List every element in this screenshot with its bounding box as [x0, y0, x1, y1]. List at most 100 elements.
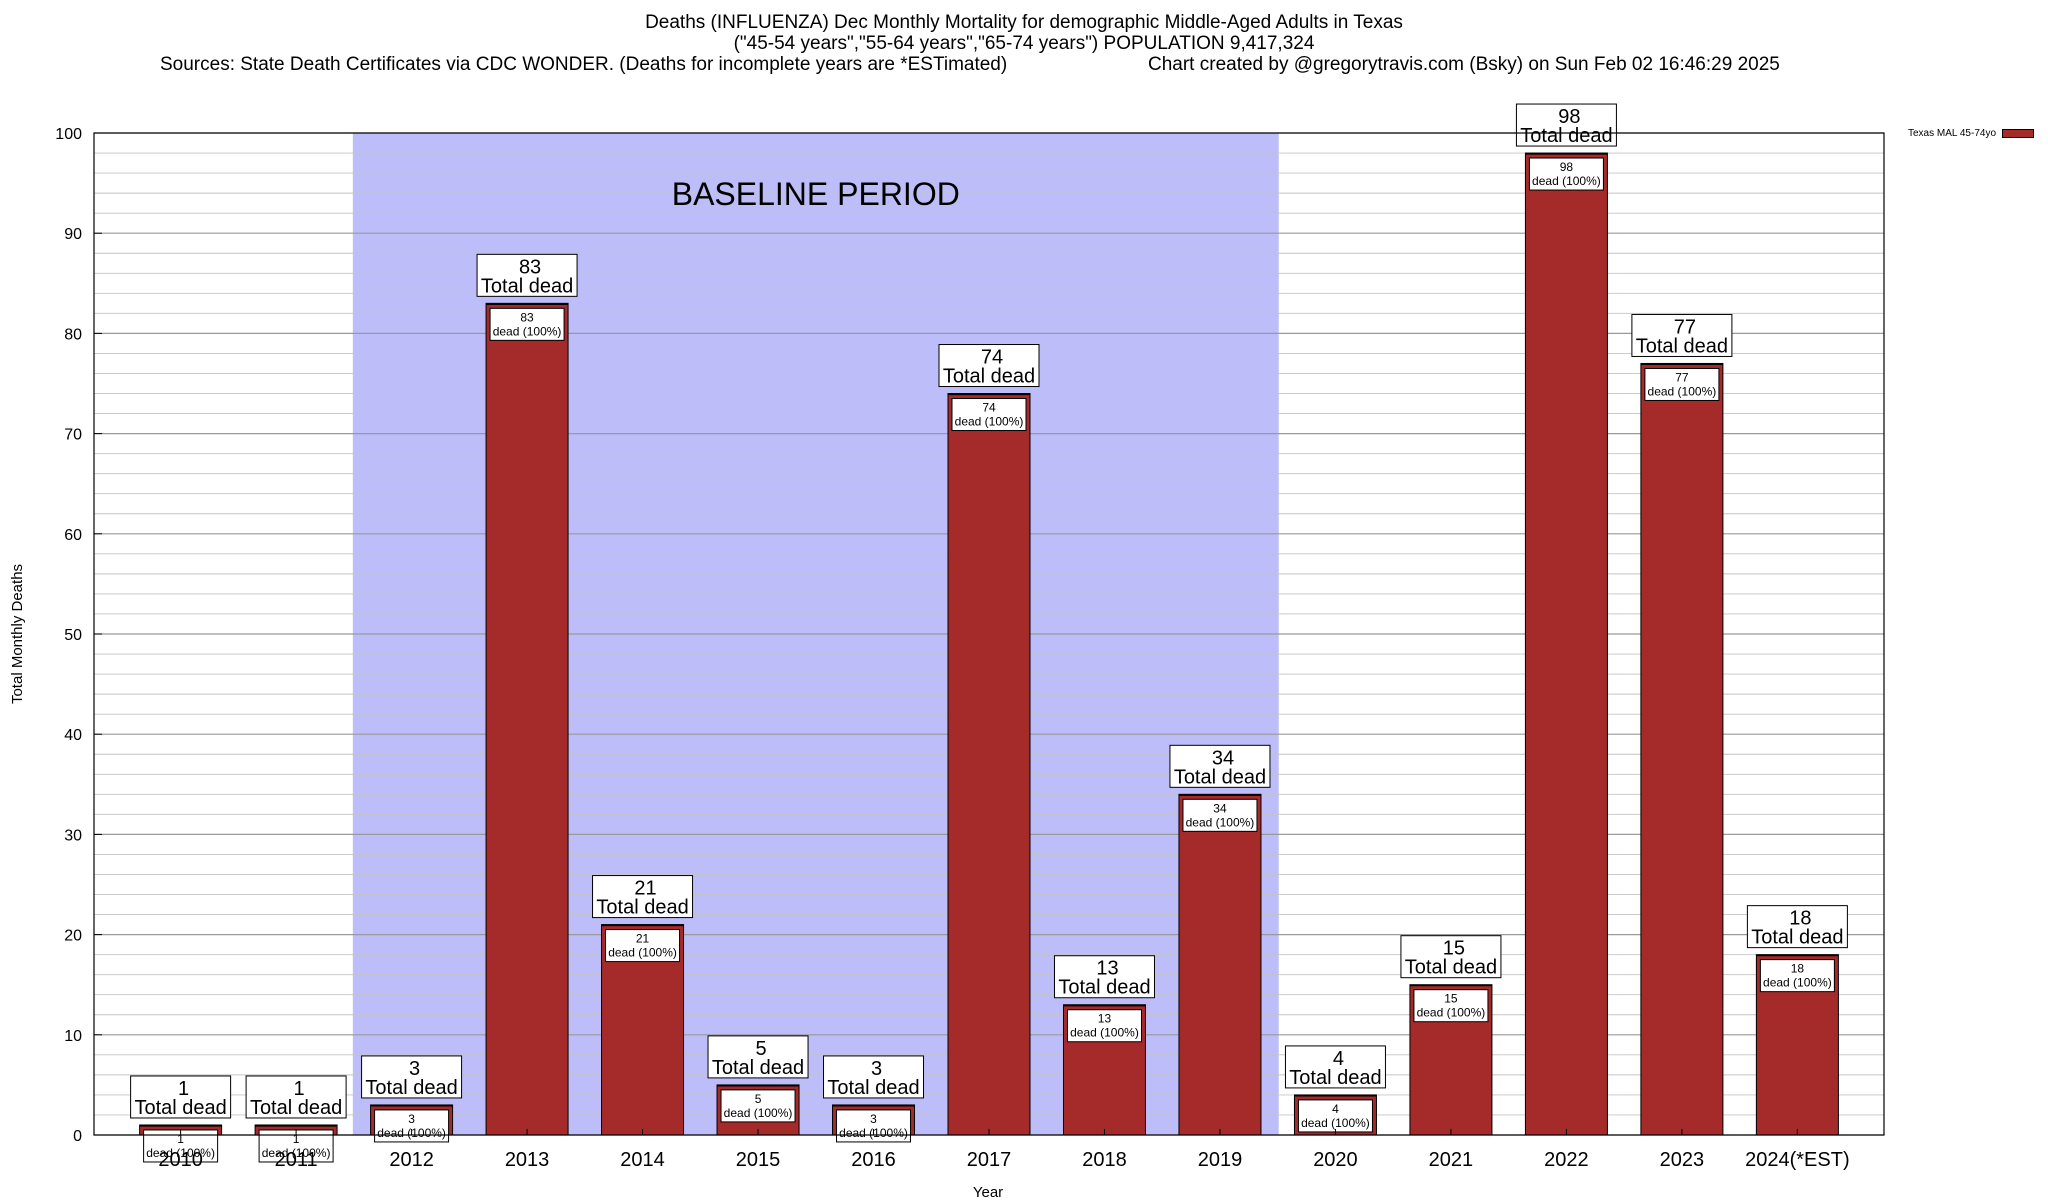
bar-top-label-box [245, 1075, 347, 1119]
bar-top-value: 83 [519, 256, 541, 278]
bar-inner-value: 1 [177, 1132, 184, 1146]
x-tick-label: 2018 [1082, 1149, 1127, 1171]
bar-top-suffix: Total dead [712, 1057, 804, 1079]
bar-top-label-box [1284, 1045, 1386, 1089]
bar-inner-value: 3 [870, 1112, 877, 1126]
legend-label: Texas MAL 45-74yo [1908, 128, 1997, 139]
bar-inner-value: 3 [408, 1112, 415, 1126]
bar-inner-value: 74 [982, 401, 996, 415]
bar-inner-label-box [374, 1109, 450, 1143]
title-line-1: Deaths (INFLUENZA) Dec Monthly Mortality… [645, 12, 1403, 33]
bar-inner-label-box [951, 398, 1027, 432]
bar-top-suffix: Total dead [596, 897, 688, 919]
bar-inner-suffix: dead (100%) [1648, 384, 1717, 398]
title-source: Sources: State Death Certificates via CD… [160, 54, 1008, 75]
bar-inner-suffix: dead (100%) [493, 324, 562, 338]
bar-inner-value: 34 [1213, 801, 1227, 815]
bar-top-label-box [1515, 103, 1617, 147]
bar-top-suffix: Total dead [250, 1097, 342, 1119]
bar-top-value: 77 [1674, 316, 1696, 338]
bar-inner-value: 98 [1560, 160, 1574, 174]
y-tick-label: 20 [64, 928, 82, 945]
bar-top-value: 21 [634, 878, 656, 900]
bar-inner-value: 4 [1332, 1102, 1339, 1116]
bar-inner-value: 15 [1444, 992, 1458, 1006]
bar-top-suffix: Total dead [365, 1077, 457, 1099]
bar [1524, 152, 1608, 1136]
y-axis-title: Total Monthly Deaths [9, 564, 26, 704]
bar-inner-value: 21 [636, 932, 650, 946]
x-tick-label: 2023 [1660, 1149, 1705, 1171]
bar-top-value: 74 [981, 347, 1003, 369]
bar-top-label-box [1746, 905, 1848, 949]
bar-top-suffix: Total dead [1289, 1067, 1381, 1089]
bar [1640, 362, 1724, 1136]
bar-top-label-box [1400, 935, 1502, 979]
bar-inner-label-box [1528, 157, 1604, 191]
bar-inner-value: 5 [755, 1092, 762, 1106]
bar [485, 302, 569, 1136]
bar-top-suffix: Total dead [943, 366, 1035, 388]
x-tick-label: 2015 [736, 1149, 781, 1171]
bar-inner-suffix: dead (100%) [1186, 815, 1255, 829]
y-tick-label: 90 [64, 226, 82, 243]
x-tick-label: 2011 [275, 1149, 318, 1171]
bar-inner-label-box [1182, 798, 1258, 832]
bar-inner-suffix: dead (100%) [262, 1146, 331, 1160]
y-tick-label: 70 [64, 427, 82, 444]
bar-inner-suffix: dead (100%) [1417, 1006, 1486, 1020]
y-tick-label: 60 [64, 527, 82, 544]
bar-inner-label-box [720, 1089, 796, 1123]
bar-inner-value: 1 [293, 1132, 300, 1146]
bar-top-suffix: Total dead [1058, 977, 1150, 999]
x-axis-title: Year [973, 1184, 1003, 1200]
bar-inner-label-box [1644, 367, 1720, 401]
bar-inner-suffix: dead (100%) [1301, 1116, 1370, 1130]
bar-inner-suffix: dead (100%) [1763, 976, 1832, 990]
bar-inner-suffix: dead (100%) [724, 1106, 793, 1120]
bar-top-value: 1 [178, 1078, 189, 1100]
bar-inner-value: 77 [1675, 370, 1689, 384]
x-tick-label: 2013 [505, 1149, 550, 1171]
x-tick-label: 2016 [851, 1149, 896, 1171]
bar-inner-label-box [1759, 959, 1835, 993]
bar-top-suffix: Total dead [481, 275, 573, 297]
bar-top-suffix: Total dead [1751, 927, 1843, 949]
bar-inner-suffix: dead (100%) [1532, 174, 1601, 188]
bar [1178, 793, 1262, 1136]
baseline-label: BASELINE PERIOD [672, 176, 960, 212]
y-tick-label: 50 [64, 627, 82, 644]
bar-top-value: 98 [1558, 106, 1580, 128]
bar-inner-value: 18 [1791, 962, 1805, 976]
bar-top-label-box [938, 344, 1040, 388]
bar-inner-label-box [489, 307, 565, 341]
bar-top-value: 3 [409, 1058, 420, 1080]
bar-top-value: 18 [1789, 908, 1811, 930]
x-tick-label: 2012 [389, 1149, 434, 1171]
bar-top-suffix: Total dead [1636, 335, 1728, 357]
bar-top-value: 1 [294, 1078, 305, 1100]
bar-top-label-box [1631, 313, 1733, 357]
bar-top-value: 4 [1333, 1048, 1344, 1070]
y-tick-label: 10 [64, 1028, 82, 1045]
bar-inner-value: 83 [520, 310, 534, 324]
bar-top-label-box [476, 253, 578, 297]
bar-top-label-box [130, 1075, 232, 1119]
x-tick-label: 2021 [1429, 1149, 1474, 1171]
bar-top-label-box [361, 1055, 463, 1099]
plot-border [93, 132, 1885, 1136]
bar [947, 393, 1031, 1136]
bar-top-value: 3 [871, 1058, 882, 1080]
legend: Texas MAL 45-74yo [1908, 128, 2035, 139]
bar-inner-suffix: dead (100%) [955, 415, 1024, 429]
bar-inner-label-box [1066, 1009, 1142, 1043]
x-tick-label: 2020 [1313, 1149, 1358, 1171]
bar-top-label-box [823, 1055, 925, 1099]
x-tick-label: 2022 [1544, 1149, 1589, 1171]
bar-top-suffix: Total dead [134, 1097, 226, 1119]
title-line-2: ("45-54 years","55-64 years","65-74 year… [733, 33, 1315, 54]
legend-swatch [2002, 129, 2035, 138]
y-tick-label: 40 [64, 727, 82, 744]
bar-inner-label-box [605, 929, 681, 963]
